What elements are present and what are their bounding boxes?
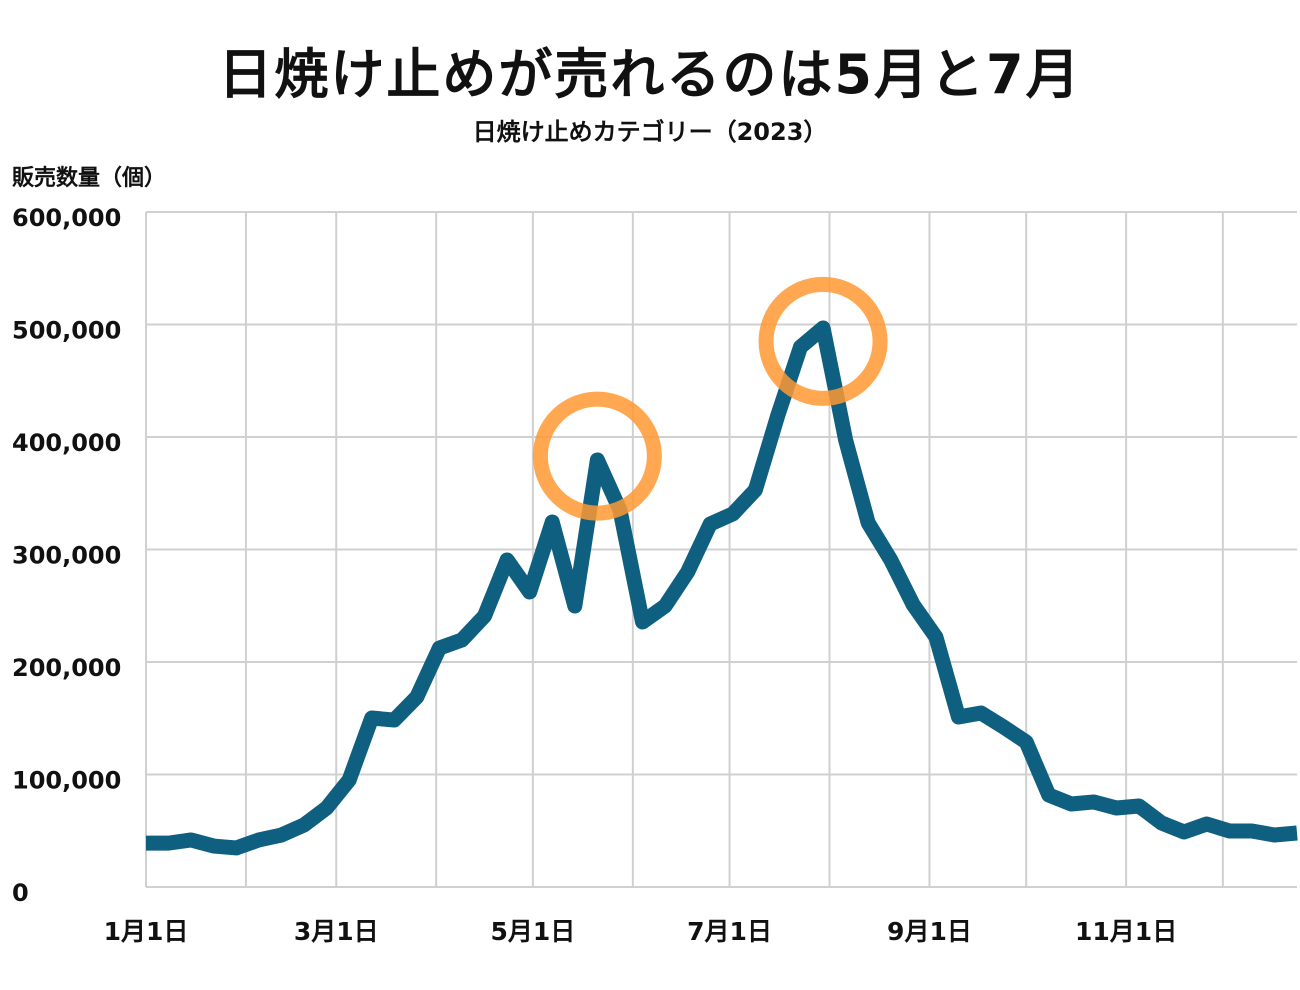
- y-tick-label: 500,000: [12, 317, 121, 345]
- highlights: [532, 276, 888, 521]
- y-axis-ticks: 0 100,000 200,000 300,000 400,000 500,000 600,…: [12, 204, 121, 907]
- chart-subtitle: 日焼け止めカテゴリー（2023）: [472, 118, 828, 146]
- y-tick-label: 200,000: [12, 654, 121, 682]
- y-tick-label: 600,000: [12, 204, 121, 232]
- x-tick-label: 3月1日: [294, 917, 379, 946]
- y-tick-label: 400,000: [12, 429, 121, 457]
- highlight-circle: [532, 391, 662, 521]
- series: [145, 320, 1298, 856]
- x-tick-label: 7月1日: [687, 917, 772, 946]
- x-tick-label: 11月1日: [1075, 917, 1177, 946]
- highlight-circle: [758, 276, 888, 406]
- y-tick-label: 0: [12, 879, 29, 907]
- sales-line: [146, 320, 1298, 856]
- grid: [145, 211, 1297, 888]
- y-axis-label: 販売数量（個）: [12, 166, 167, 191]
- x-axis-ticks: 1月1日 3月1日 5月1日 7月1日 9月1日 11月1日: [104, 917, 1178, 946]
- x-tick-label: 1月1日: [104, 917, 189, 946]
- x-tick-label: 5月1日: [490, 917, 575, 946]
- y-tick-label: 100,000: [12, 767, 121, 795]
- y-tick-label: 300,000: [12, 542, 121, 570]
- x-tick-label: 9月1日: [887, 917, 972, 946]
- chart-title: 日焼け止めが売れるのは5月と7月: [218, 43, 1082, 106]
